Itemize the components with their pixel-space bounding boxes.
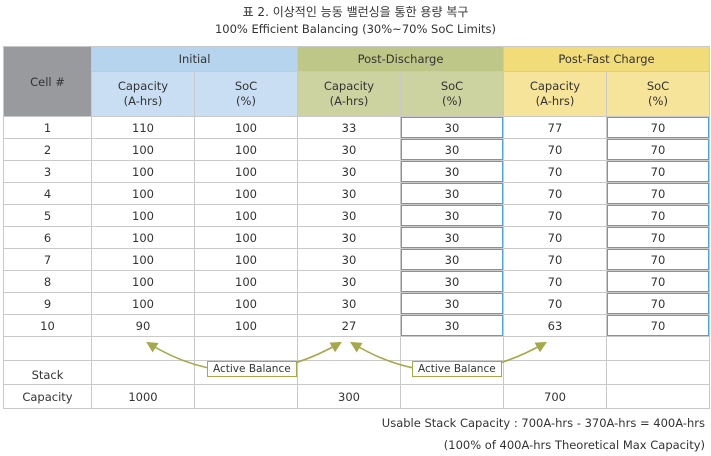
capacity-label: Capacity [529,79,581,93]
fast-capacity: 70 [503,160,607,183]
balancing-table: Cell # Initial Post-Discharge Post-Fast … [3,46,710,409]
table-row: 8 100 100 30 30 70 70 [3,270,710,293]
capacity-row-label: Capacity [3,384,92,409]
discharge-capacity-subheader: Capacity (A-hrs) [297,71,401,117]
discharge-soc: 30 [400,270,504,293]
initial-soc-subheader: SoC (%) [194,71,298,117]
stack-initial-capacity: 1000 [91,384,195,409]
fast-capacity: 63 [503,314,607,337]
table-row: 3 100 100 30 30 70 70 [3,160,710,183]
capacity-unit: (A-hrs) [123,94,163,108]
active-balance-label-2: Active Balance [412,361,502,377]
fast-capacity: 70 [503,292,607,315]
theoretical-max-note: (100% of 400A-hrs Theoretical Max Capaci… [443,438,705,452]
capacity-row: Capacity 1000 300 700 [3,384,710,409]
table-row: 1 110 100 33 30 77 70 [3,116,710,139]
table-row: 9 100 100 30 30 70 70 [3,292,710,315]
active-balance-label-1: Active Balance [207,361,297,377]
table-title: 표 2. 이상적인 능동 밸런싱을 통한 용량 복구 [242,5,469,19]
initial-capacity-subheader: Capacity (A-hrs) [91,71,195,117]
discharge-soc: 30 [400,226,504,249]
discharge-capacity: 30 [297,160,401,183]
capacity-unit: (A-hrs) [329,94,369,108]
post-discharge-header: Post-Discharge [297,46,504,72]
initial-soc: 100 [194,160,298,183]
soc-unit: (%) [236,94,256,108]
fast-capacity: 77 [503,116,607,139]
initial-capacity: 100 [91,226,195,249]
initial-capacity: 100 [91,270,195,293]
soc-label: SoC [234,79,258,93]
discharge-capacity: 30 [297,182,401,205]
usable-capacity-note: Usable Stack Capacity : 700A-hrs - 370A-… [381,416,705,430]
discharge-soc-subheader: SoC (%) [400,71,504,117]
stack-discharge-capacity: 300 [297,384,401,409]
soc-unit: (%) [442,94,462,108]
fast-capacity: 70 [503,248,607,271]
table-row: 4 100 100 30 30 70 70 [3,182,710,205]
capacity-label: Capacity [117,79,169,93]
soc-label: SoC [646,79,670,93]
fast-soc: 70 [606,292,710,315]
stack-label: Stack [3,360,92,385]
initial-header: Initial [91,46,298,72]
soc-unit: (%) [648,94,668,108]
capacity-label: Capacity [323,79,375,93]
cell-number-header: Cell # [3,46,92,117]
initial-soc: 100 [194,248,298,271]
post-fast-charge-header: Post-Fast Charge [503,46,710,72]
fast-soc-subheader: SoC (%) [606,71,710,117]
fast-capacity-subheader: Capacity (A-hrs) [503,71,607,117]
stack-fast-capacity: 700 [503,384,607,409]
table-subtitle: 100% Efficient Balancing (30%~70% SoC Li… [214,22,497,36]
soc-label: SoC [440,79,464,93]
capacity-unit: (A-hrs) [535,94,575,108]
fast-soc: 70 [606,270,710,293]
